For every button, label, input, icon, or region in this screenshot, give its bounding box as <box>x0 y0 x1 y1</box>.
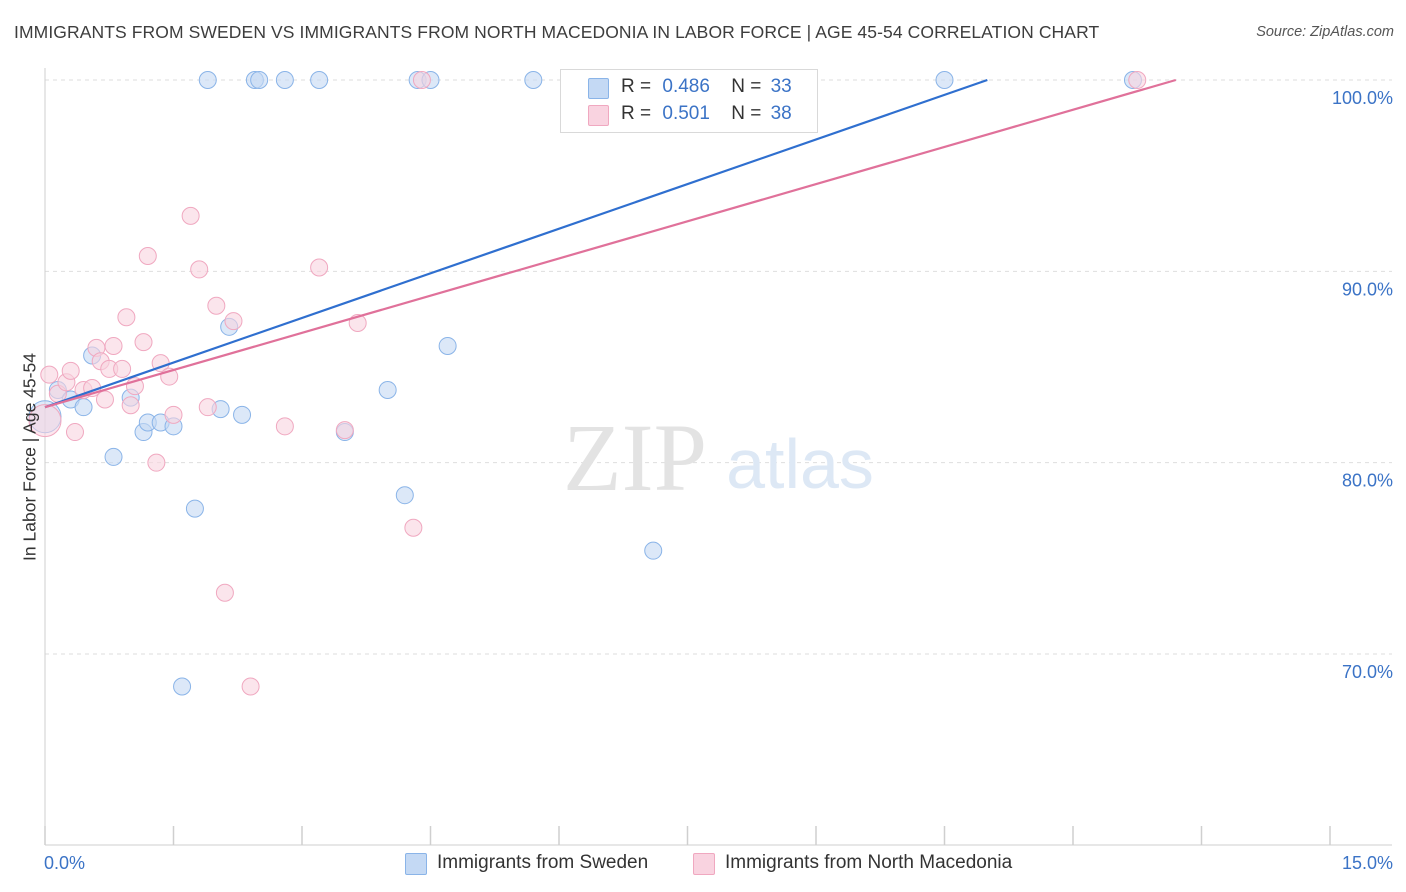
legend-n-value-north-macedonia: 38 <box>770 103 792 124</box>
data-point <box>28 404 62 438</box>
trend-line-0 <box>44 78 988 409</box>
data-point <box>185 499 204 518</box>
data-point <box>1128 71 1147 89</box>
data-point <box>134 333 153 352</box>
data-point <box>215 583 234 602</box>
trend-line-1 <box>44 78 1177 409</box>
data-points <box>28 71 1147 696</box>
legend-n-label: N = <box>731 76 762 97</box>
data-point <box>198 71 217 89</box>
tick-labels: 70.0% 80.0% 90.0% 100.0% 0.0% 15.0% <box>44 88 1393 873</box>
data-point <box>644 541 663 560</box>
y-tick-label: 100.0% <box>1332 88 1393 108</box>
data-point <box>438 336 457 355</box>
source-label: Source: ZipAtlas.com <box>1256 24 1394 40</box>
legend-swatch-sweden <box>588 78 609 99</box>
axes <box>44 68 1392 846</box>
series-swatch-north-macedonia <box>693 853 715 875</box>
data-point <box>524 71 543 89</box>
correlation-legend: R = 0.486 N = 33 R = 0.501 N = 38 <box>560 69 818 133</box>
data-point <box>335 421 354 440</box>
chart-title: IMMIGRANTS FROM SWEDEN VS IMMIGRANTS FRO… <box>14 22 1100 42</box>
legend-n-label: N = <box>731 103 762 124</box>
data-point <box>404 518 423 537</box>
series-swatch-sweden <box>405 853 427 875</box>
y-tick-label: 70.0% <box>1342 662 1393 682</box>
data-point <box>74 398 93 417</box>
data-point <box>117 308 136 327</box>
data-point <box>61 361 80 380</box>
data-point <box>241 677 260 696</box>
grid-lines <box>45 79 1392 655</box>
legend-r-label: R = <box>621 76 652 97</box>
legend-r-value-sweden: 0.486 <box>662 76 710 97</box>
trend-lines <box>44 78 1177 409</box>
data-point <box>395 486 414 505</box>
data-point <box>935 71 954 89</box>
legend-r-label: R = <box>621 103 652 124</box>
data-point <box>310 71 329 89</box>
series-points-1 <box>28 71 1147 696</box>
data-point <box>224 312 243 331</box>
watermark: ZIP atlas <box>563 404 874 511</box>
series-label-sweden: Immigrants from Sweden <box>437 852 649 873</box>
data-point <box>121 396 140 415</box>
data-point <box>310 258 329 277</box>
watermark-atlas: atlas <box>726 425 874 503</box>
data-point <box>181 206 200 225</box>
x-tick-label-min: 0.0% <box>44 853 85 873</box>
data-point <box>95 390 114 409</box>
legend-n-value-sweden: 33 <box>770 76 792 97</box>
data-point <box>207 296 226 315</box>
x-tick-label-max: 15.0% <box>1342 853 1393 873</box>
series-points-0 <box>28 71 1142 696</box>
data-point <box>173 677 192 696</box>
y-axis-title: In Labor Force | Age 45-54 <box>19 353 40 561</box>
data-point <box>198 398 217 417</box>
data-point <box>275 417 294 436</box>
legend-swatch-north-macedonia <box>588 105 609 126</box>
data-point <box>412 71 431 89</box>
data-point <box>275 71 294 89</box>
data-point <box>190 260 209 279</box>
data-point <box>164 405 183 424</box>
data-point <box>147 453 166 472</box>
data-point <box>378 380 397 399</box>
series-label-north-macedonia: Immigrants from North Macedonia <box>725 852 1013 873</box>
data-point <box>233 405 252 424</box>
data-point <box>113 359 132 378</box>
data-point <box>104 336 123 355</box>
y-tick-label: 80.0% <box>1342 471 1393 491</box>
data-point <box>40 365 59 384</box>
y-tick-label: 90.0% <box>1342 279 1393 299</box>
watermark-zip: ZIP <box>563 404 707 511</box>
data-point <box>138 247 157 266</box>
data-point <box>104 447 123 466</box>
data-point <box>250 71 269 89</box>
legend-r-value-north-macedonia: 0.501 <box>662 103 710 124</box>
data-point <box>65 423 84 442</box>
